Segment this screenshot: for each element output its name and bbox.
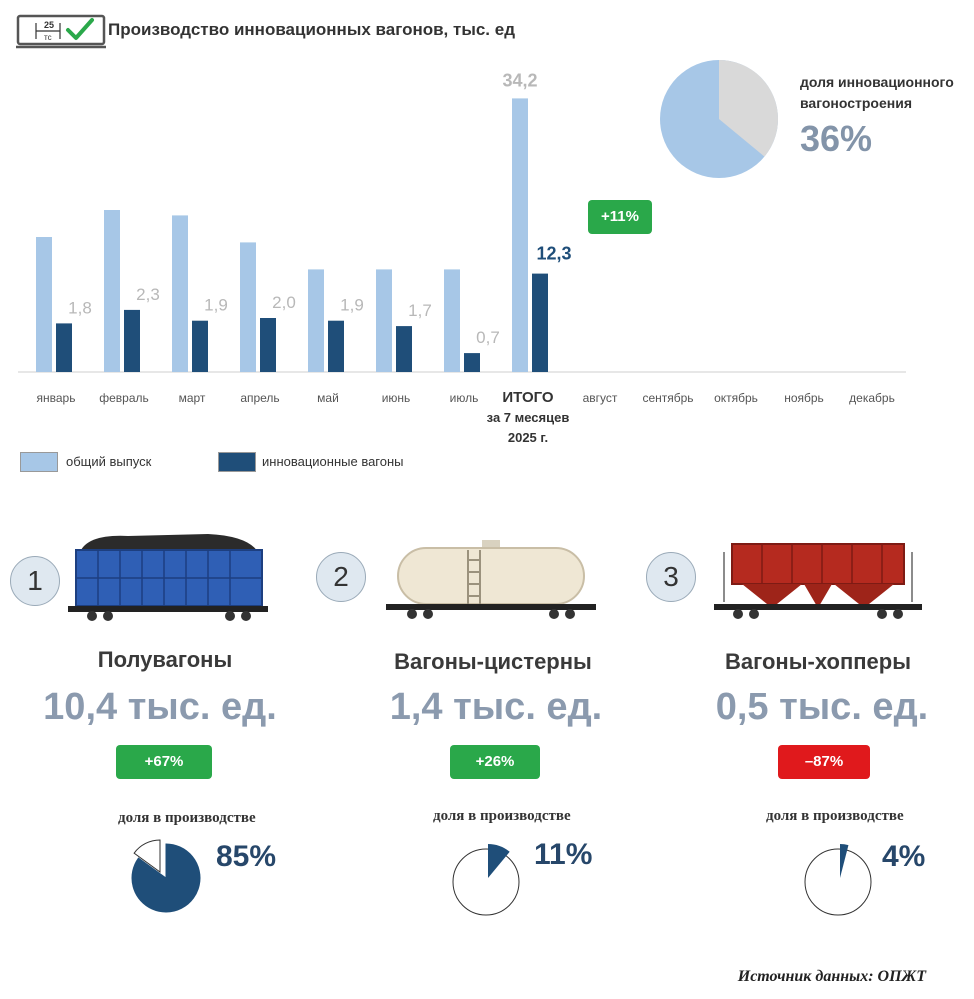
gondola-car-icon bbox=[68, 534, 268, 621]
bar-total-0 bbox=[36, 237, 52, 372]
category-label-2: март bbox=[179, 391, 206, 405]
category-label-3: апрель bbox=[240, 391, 279, 405]
logo-text-bottom: тс bbox=[44, 33, 52, 42]
source-note: Источник данных: ОПЖТ bbox=[737, 968, 926, 985]
category-label-1: февраль bbox=[99, 391, 149, 405]
card-badge-2: +26% bbox=[450, 745, 540, 779]
logo-text-top: 25 bbox=[44, 20, 54, 30]
category-label-total-0: ИТОГО bbox=[502, 389, 554, 406]
bar-total-5 bbox=[376, 269, 392, 372]
tank-car-icon bbox=[386, 540, 596, 619]
bar-total-6 bbox=[444, 269, 460, 372]
card-title-2: Вагоны-цистерны bbox=[394, 649, 592, 674]
data-label-7: 12,3 bbox=[536, 244, 571, 264]
pie-rest-slice bbox=[804, 848, 872, 916]
card-share-pie-2 bbox=[452, 844, 520, 916]
bar-chart: 1,8 январь 2,3 февраль 1,9 март 2,0 апрель 1,9 ма… bbox=[18, 70, 906, 445]
bar-innov-1 bbox=[124, 309, 140, 372]
bar-innov-2 bbox=[192, 320, 208, 372]
share-label: доля инновационного вагоностроения bbox=[800, 74, 954, 111]
pie-rest-slice bbox=[452, 848, 520, 916]
pie-main-slice bbox=[840, 844, 849, 878]
category-label-12: декабрь bbox=[849, 391, 895, 405]
pie-main-slice bbox=[131, 843, 201, 913]
logo-icon: 25 тс bbox=[16, 14, 106, 50]
card-number-2: 2 bbox=[316, 552, 366, 602]
card-share-label-1: доля в производстве bbox=[118, 810, 256, 826]
legend-swatch-total bbox=[20, 452, 58, 472]
card-badge-3: –87% bbox=[778, 745, 870, 779]
total-growth-badge: +11% bbox=[588, 200, 652, 234]
data-label-3: 2,0 bbox=[272, 293, 296, 312]
data-label-4: 1,9 bbox=[340, 296, 364, 315]
card-share-label-2: доля в производстве bbox=[433, 808, 571, 824]
legend-swatch-innov bbox=[218, 452, 256, 472]
legend-label-total: общий выпуск bbox=[66, 454, 152, 469]
data-label-5: 1,7 bbox=[408, 301, 432, 320]
card-share-value-1: 85% bbox=[216, 840, 277, 873]
bar-innov-7 bbox=[532, 273, 548, 372]
category-label-10: октябрь bbox=[714, 391, 758, 405]
page-title: Производство инновационных вагонов, тыс.… bbox=[108, 20, 515, 39]
card-share-pie-3 bbox=[804, 844, 872, 916]
bar-innov-6 bbox=[464, 353, 480, 372]
category-label-total-1: за 7 месяцев bbox=[487, 410, 570, 425]
card-number-1: 1 bbox=[10, 556, 60, 606]
card-title-3: Вагоны-хопперы bbox=[724, 649, 911, 674]
pie-main-slice bbox=[488, 844, 510, 878]
card-title-1: Полувагоны bbox=[97, 647, 233, 672]
hopper-car-icon bbox=[714, 543, 922, 619]
card-share-pie-1 bbox=[131, 839, 201, 913]
card-value-3: 0,5 тыс. ед. bbox=[715, 686, 929, 728]
card-value-2: 1,4 тыс. ед. bbox=[389, 686, 603, 728]
category-label-8: август bbox=[583, 391, 618, 405]
pie-rest-slice bbox=[133, 839, 161, 873]
data-label-0: 1,8 bbox=[68, 298, 92, 317]
bar-total-2 bbox=[172, 215, 188, 372]
card-value-1: 10,4 тыс. ед. bbox=[43, 686, 277, 728]
category-label-5: июнь bbox=[382, 391, 411, 405]
card-share-label-3: доля в производстве bbox=[766, 808, 904, 824]
category-label-9: сентябрь bbox=[642, 391, 693, 405]
card-badge-1: +67% bbox=[116, 745, 212, 779]
card-share-value-3: 4% bbox=[882, 840, 926, 873]
bar-innov-3 bbox=[260, 318, 276, 372]
share-pie-chart bbox=[660, 60, 778, 178]
category-label-6: июль bbox=[450, 391, 479, 405]
bar-innov-0 bbox=[56, 323, 72, 372]
data-label-2: 1,9 bbox=[204, 296, 228, 315]
bar-total-3 bbox=[240, 242, 256, 372]
share-value: 36% bbox=[800, 118, 873, 159]
card-share-value-2: 11% bbox=[534, 838, 593, 871]
bar-innov-4 bbox=[328, 320, 344, 372]
category-label-0: январь bbox=[37, 391, 76, 405]
card-number-3: 3 bbox=[646, 552, 696, 602]
data-label-total-output: 34,2 bbox=[502, 70, 537, 90]
bar-total-7 bbox=[512, 98, 528, 373]
category-label-total-2: 2025 г. bbox=[508, 430, 548, 445]
bar-innov-5 bbox=[396, 326, 412, 372]
legend-label-innov: инновационные вагоны bbox=[262, 454, 404, 469]
share-pie-rest-slice bbox=[719, 60, 778, 157]
bar-total-4 bbox=[308, 269, 324, 372]
data-label-6: 0,7 bbox=[476, 328, 500, 347]
category-label-11: ноябрь bbox=[784, 391, 824, 405]
category-label-4: май bbox=[317, 391, 339, 405]
data-label-1: 2,3 bbox=[136, 285, 160, 304]
bar-total-1 bbox=[104, 210, 120, 372]
